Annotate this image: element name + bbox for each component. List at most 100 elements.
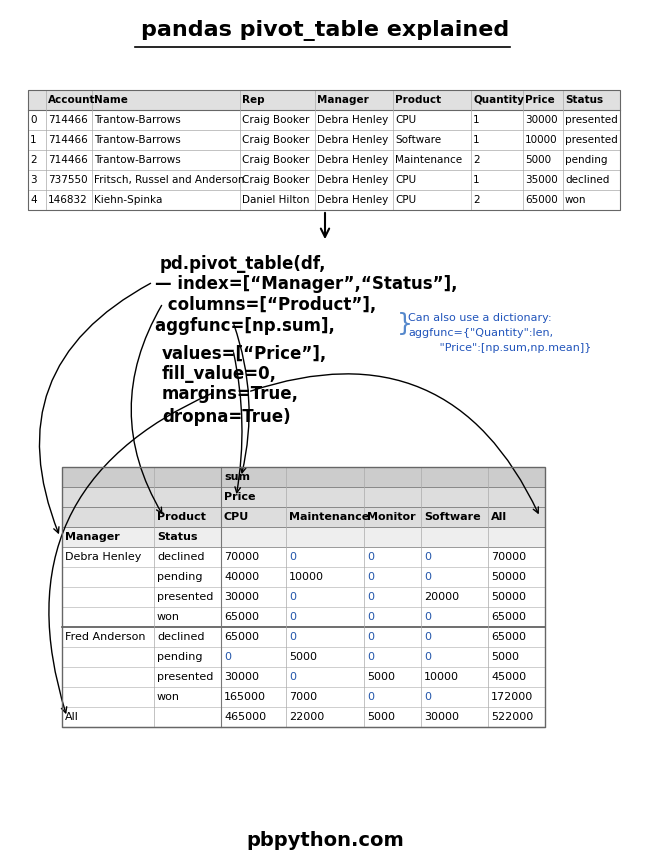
Text: CPU: CPU — [395, 115, 416, 125]
Text: Quantity: Quantity — [473, 95, 524, 105]
Text: 146832: 146832 — [48, 195, 88, 205]
Text: 1: 1 — [473, 115, 480, 125]
Text: 22000: 22000 — [289, 712, 324, 722]
Text: 0: 0 — [289, 672, 296, 682]
Text: won: won — [157, 612, 180, 622]
Text: Debra Henley: Debra Henley — [317, 175, 388, 185]
Text: Product: Product — [157, 512, 206, 522]
Text: 0: 0 — [367, 652, 374, 662]
Text: CPU: CPU — [224, 512, 249, 522]
Text: Status: Status — [157, 532, 198, 542]
Text: 65000: 65000 — [491, 612, 526, 622]
Text: 0: 0 — [424, 692, 431, 702]
Text: 0: 0 — [224, 652, 231, 662]
Text: }: } — [397, 312, 413, 336]
Text: aggfunc={"Quantity":len,: aggfunc={"Quantity":len, — [408, 328, 553, 338]
Text: 10000: 10000 — [289, 572, 324, 582]
Text: CPU: CPU — [395, 175, 416, 185]
Text: 465000: 465000 — [224, 712, 266, 722]
Text: 1: 1 — [473, 135, 480, 145]
Text: Software: Software — [395, 135, 441, 145]
Text: Kiehn-Spinka: Kiehn-Spinka — [94, 195, 162, 205]
Text: 50000: 50000 — [491, 572, 526, 582]
Text: Price: Price — [224, 492, 255, 502]
Text: 172000: 172000 — [491, 692, 533, 702]
Text: Fred Anderson: Fred Anderson — [65, 632, 146, 642]
Text: Trantow-Barrows: Trantow-Barrows — [94, 155, 181, 165]
Text: pandas pivot_table explained: pandas pivot_table explained — [141, 20, 509, 41]
Text: declined: declined — [157, 632, 205, 642]
Text: Daniel Hilton: Daniel Hilton — [242, 195, 309, 205]
Bar — [28, 90, 620, 110]
Text: pbpython.com: pbpython.com — [246, 830, 404, 849]
Text: 0: 0 — [367, 552, 374, 562]
Text: Manager: Manager — [65, 532, 120, 542]
Text: Maintenance: Maintenance — [395, 155, 462, 165]
Text: 5000: 5000 — [367, 712, 395, 722]
Text: dropna=True): dropna=True) — [162, 408, 291, 426]
Text: 65000: 65000 — [525, 195, 558, 205]
Text: 0: 0 — [424, 552, 431, 562]
Text: 2: 2 — [473, 155, 480, 165]
Text: 0: 0 — [424, 612, 431, 622]
Text: 737550: 737550 — [48, 175, 88, 185]
Text: Can also use a dictionary:: Can also use a dictionary: — [408, 313, 552, 323]
Text: Craig Booker: Craig Booker — [242, 155, 309, 165]
Text: 0: 0 — [424, 652, 431, 662]
Text: pending: pending — [157, 572, 203, 582]
Text: Debra Henley: Debra Henley — [65, 552, 142, 562]
Text: 30000: 30000 — [224, 672, 259, 682]
Text: 10000: 10000 — [424, 672, 459, 682]
Text: 40000: 40000 — [224, 572, 259, 582]
Text: 1: 1 — [473, 175, 480, 185]
Text: Account: Account — [48, 95, 96, 105]
Text: 20000: 20000 — [424, 592, 459, 602]
Text: 522000: 522000 — [491, 712, 533, 722]
Text: pd.pivot_table(df,: pd.pivot_table(df, — [160, 255, 326, 273]
Text: 4: 4 — [30, 195, 36, 205]
Bar — [62, 467, 545, 487]
Text: Name: Name — [94, 95, 128, 105]
Text: Debra Henley: Debra Henley — [317, 195, 388, 205]
Text: Debra Henley: Debra Henley — [317, 115, 388, 125]
Text: 0: 0 — [367, 592, 374, 602]
Text: 714466: 714466 — [48, 155, 88, 165]
Text: Craig Booker: Craig Booker — [242, 175, 309, 185]
Text: 65000: 65000 — [224, 612, 259, 622]
Text: 714466: 714466 — [48, 135, 88, 145]
Text: Manager: Manager — [317, 95, 369, 105]
Text: 0: 0 — [367, 692, 374, 702]
Text: won: won — [565, 195, 586, 205]
Text: 35000: 35000 — [525, 175, 558, 185]
Text: Monitor: Monitor — [367, 512, 415, 522]
Text: Trantow-Barrows: Trantow-Barrows — [94, 135, 181, 145]
Text: 70000: 70000 — [224, 552, 259, 562]
Text: CPU: CPU — [395, 195, 416, 205]
Text: 0: 0 — [30, 115, 36, 125]
Bar — [62, 467, 545, 727]
Text: 5000: 5000 — [491, 652, 519, 662]
Text: Rep: Rep — [242, 95, 265, 105]
Text: 2: 2 — [30, 155, 36, 165]
Bar — [62, 487, 545, 507]
Text: margins=True,: margins=True, — [162, 385, 299, 403]
Text: Craig Booker: Craig Booker — [242, 135, 309, 145]
Text: Price: Price — [525, 95, 554, 105]
Text: 50000: 50000 — [491, 592, 526, 602]
Text: 3: 3 — [30, 175, 36, 185]
Text: 0: 0 — [424, 572, 431, 582]
Bar — [62, 527, 545, 547]
Text: 0: 0 — [289, 612, 296, 622]
Text: 5000: 5000 — [367, 672, 395, 682]
Text: 0: 0 — [289, 592, 296, 602]
Text: 30000: 30000 — [224, 592, 259, 602]
Text: pending: pending — [157, 652, 203, 662]
Text: 5000: 5000 — [289, 652, 317, 662]
Text: 7000: 7000 — [289, 692, 317, 702]
Text: aggfunc=[np.sum],: aggfunc=[np.sum], — [155, 317, 341, 335]
Text: 30000: 30000 — [525, 115, 558, 125]
Text: 0: 0 — [367, 632, 374, 642]
Text: presented: presented — [157, 592, 213, 602]
Text: 714466: 714466 — [48, 115, 88, 125]
Text: 65000: 65000 — [224, 632, 259, 642]
